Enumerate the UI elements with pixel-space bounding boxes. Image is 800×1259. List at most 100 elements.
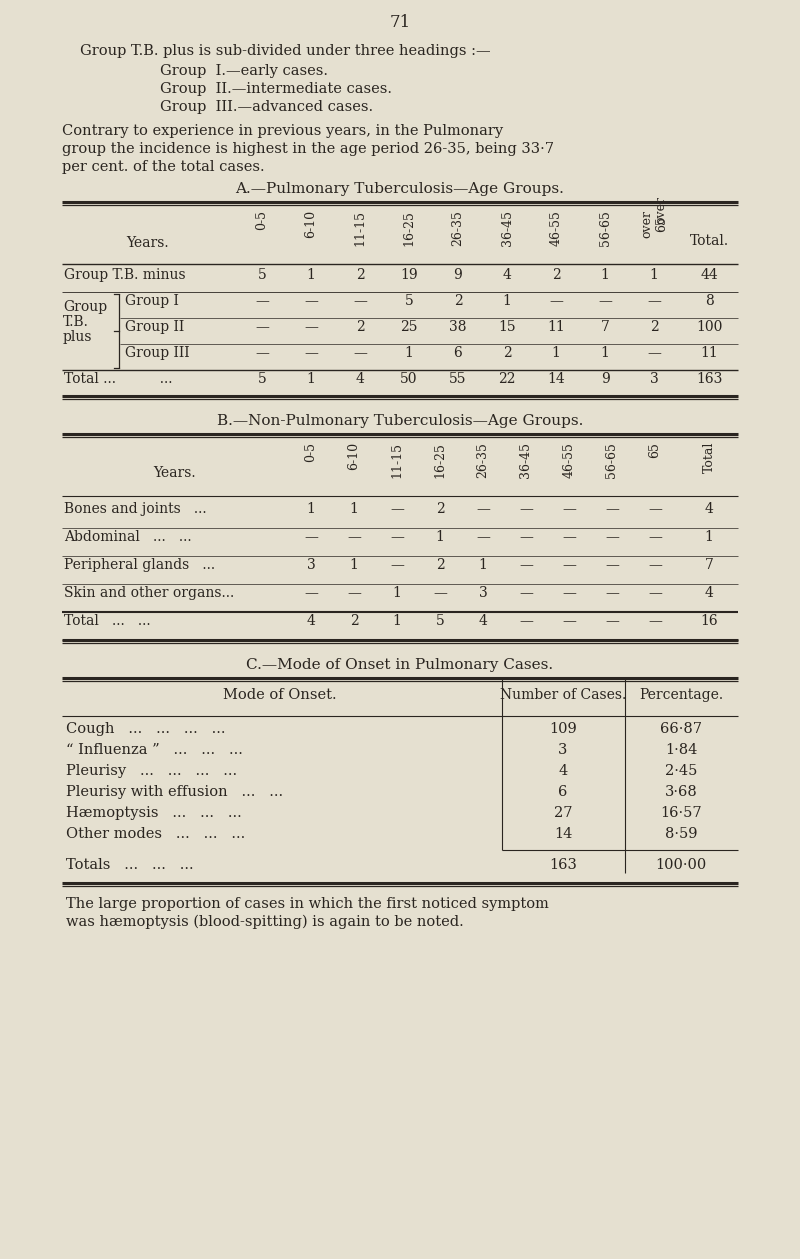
Text: 22: 22	[498, 371, 516, 387]
Text: 1: 1	[393, 614, 402, 628]
Text: 100·00: 100·00	[655, 857, 706, 872]
Text: —: —	[648, 614, 662, 628]
Text: 5: 5	[405, 295, 414, 308]
Text: 44: 44	[700, 268, 718, 282]
Text: —: —	[519, 530, 533, 544]
Text: 1: 1	[601, 268, 610, 282]
Text: —: —	[353, 346, 367, 360]
Text: —: —	[476, 530, 490, 544]
Text: —: —	[562, 502, 576, 516]
Text: B.—Non-Pulmonary Tuberculosis—Age Groups.: B.—Non-Pulmonary Tuberculosis—Age Groups…	[217, 414, 583, 428]
Text: Total.: Total.	[690, 234, 729, 248]
Text: 1: 1	[435, 530, 445, 544]
Text: 2: 2	[436, 502, 444, 516]
Text: 6: 6	[454, 346, 462, 360]
Text: 1: 1	[393, 585, 402, 601]
Text: 1: 1	[350, 502, 358, 516]
Text: 9: 9	[454, 268, 462, 282]
Text: 2: 2	[350, 614, 358, 628]
Text: Pleurisy with effusion   ...   ...: Pleurisy with effusion ... ...	[66, 786, 283, 799]
Text: —: —	[648, 530, 662, 544]
Text: 6-10: 6-10	[347, 442, 361, 470]
Text: Cough   ...   ...   ...   ...: Cough ... ... ... ...	[66, 721, 226, 737]
Text: 11-15: 11-15	[390, 442, 403, 478]
Text: Group  III.—advanced cases.: Group III.—advanced cases.	[160, 99, 373, 115]
Text: Percentage.: Percentage.	[639, 687, 723, 703]
Text: 8: 8	[705, 295, 714, 308]
Text: 6-10: 6-10	[305, 210, 318, 238]
Text: Totals   ...   ...   ...: Totals ... ... ...	[66, 857, 194, 872]
Text: 14: 14	[547, 371, 565, 387]
Text: 56-65: 56-65	[606, 442, 618, 478]
Text: 4: 4	[355, 371, 365, 387]
Text: 4: 4	[705, 502, 714, 516]
Text: 71: 71	[390, 14, 410, 31]
Text: 1: 1	[478, 558, 487, 572]
Text: 4: 4	[306, 614, 315, 628]
Text: “ Influenza ”   ...   ...   ...: “ Influenza ” ... ... ...	[66, 743, 243, 757]
Text: 4: 4	[478, 614, 487, 628]
Text: 3: 3	[558, 743, 568, 757]
Text: —: —	[648, 502, 662, 516]
Text: 65: 65	[649, 442, 662, 458]
Text: —: —	[647, 346, 661, 360]
Text: 100: 100	[696, 320, 722, 334]
Text: —: —	[347, 530, 361, 544]
Text: C.—Mode of Onset in Pulmonary Cases.: C.—Mode of Onset in Pulmonary Cases.	[246, 658, 554, 672]
Text: 0-5: 0-5	[255, 210, 269, 230]
Text: 6: 6	[558, 786, 568, 799]
Text: 25: 25	[400, 320, 418, 334]
Text: 16-25: 16-25	[402, 210, 415, 246]
Text: 27: 27	[554, 806, 572, 820]
Text: 1: 1	[502, 295, 511, 308]
Text: 1·84: 1·84	[665, 743, 697, 757]
Text: 15: 15	[498, 320, 516, 334]
Text: Years.: Years.	[126, 235, 170, 251]
Text: 1: 1	[306, 268, 315, 282]
Text: 2: 2	[356, 320, 364, 334]
Text: —: —	[648, 585, 662, 601]
Text: —: —	[519, 558, 533, 572]
Text: Group  I.—early cases.: Group I.—early cases.	[160, 64, 328, 78]
Text: 36-45: 36-45	[519, 442, 533, 478]
Text: Total ...          ...: Total ... ...	[64, 371, 173, 387]
Text: 1: 1	[350, 558, 358, 572]
Text: —: —	[647, 295, 661, 308]
Text: 8·59: 8·59	[665, 827, 698, 841]
Text: 11: 11	[700, 346, 718, 360]
Text: Group T.B. plus is sub-divided under three headings :—: Group T.B. plus is sub-divided under thr…	[80, 44, 490, 58]
Text: 1: 1	[551, 346, 561, 360]
Text: Total   ...   ...: Total ... ...	[64, 614, 150, 628]
Text: —: —	[390, 502, 404, 516]
Text: 55: 55	[450, 371, 466, 387]
Text: —: —	[519, 585, 533, 601]
Text: over
65: over 65	[640, 210, 668, 238]
Text: The large proportion of cases in which the first noticed symptom: The large proportion of cases in which t…	[66, 896, 549, 912]
Text: 2: 2	[454, 295, 462, 308]
Text: —: —	[605, 558, 619, 572]
Text: Bones and joints   ...: Bones and joints ...	[64, 502, 206, 516]
Text: —: —	[605, 585, 619, 601]
Text: —: —	[519, 502, 533, 516]
Text: —: —	[255, 320, 269, 334]
Text: —: —	[562, 585, 576, 601]
Text: plus: plus	[63, 330, 93, 344]
Text: 4: 4	[705, 585, 714, 601]
Text: 16-25: 16-25	[434, 442, 446, 478]
Text: —: —	[390, 530, 404, 544]
Text: 1: 1	[306, 371, 315, 387]
Text: —: —	[598, 295, 612, 308]
Text: —: —	[390, 558, 404, 572]
Text: —: —	[353, 295, 367, 308]
Text: 2·45: 2·45	[665, 764, 697, 778]
Text: 163: 163	[549, 857, 577, 872]
Text: T.B.: T.B.	[63, 315, 89, 329]
Text: Group II: Group II	[125, 320, 184, 334]
Text: —: —	[562, 530, 576, 544]
Text: 3·68: 3·68	[665, 786, 698, 799]
Text: 5: 5	[258, 268, 266, 282]
Text: Contrary to experience in previous years, in the Pulmonary: Contrary to experience in previous years…	[62, 123, 503, 138]
Text: 7: 7	[705, 558, 714, 572]
Text: per cent. of the total cases.: per cent. of the total cases.	[62, 160, 265, 174]
Text: —: —	[519, 614, 533, 628]
